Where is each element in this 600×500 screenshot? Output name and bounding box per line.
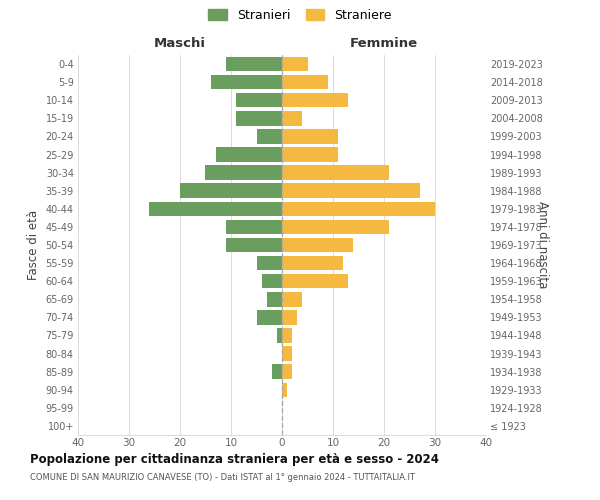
Bar [282,328,292,342]
Bar [257,129,282,144]
Bar [226,57,282,72]
Text: COMUNE DI SAN MAURIZIO CANAVESE (TO) - Dati ISTAT al 1° gennaio 2024 - TUTTAITAL: COMUNE DI SAN MAURIZIO CANAVESE (TO) - D… [30,472,415,482]
Bar [267,292,282,306]
Y-axis label: Fasce di età: Fasce di età [27,210,40,280]
Legend: Stranieri, Straniere: Stranieri, Straniere [208,8,392,22]
Bar [282,57,308,72]
Bar [282,274,349,288]
Bar [282,148,338,162]
Bar [216,148,282,162]
Bar [149,202,282,216]
Bar [236,93,282,108]
Bar [211,75,282,90]
Bar [282,75,328,90]
Bar [282,93,349,108]
Bar [282,238,353,252]
Bar [226,238,282,252]
Bar [282,382,287,397]
Bar [282,166,389,180]
Bar [257,310,282,324]
Bar [282,346,292,361]
Bar [282,256,343,270]
Bar [272,364,282,379]
Bar [180,184,282,198]
Bar [282,310,298,324]
Text: Maschi: Maschi [154,36,206,50]
Text: Femmine: Femmine [350,36,418,50]
Bar [236,111,282,126]
Bar [206,166,282,180]
Bar [282,129,338,144]
Text: Popolazione per cittadinanza straniera per età e sesso - 2024: Popolazione per cittadinanza straniera p… [30,452,439,466]
Bar [282,184,420,198]
Bar [282,202,435,216]
Bar [226,220,282,234]
Bar [282,111,302,126]
Bar [257,256,282,270]
Y-axis label: Anni di nascita: Anni di nascita [536,202,548,288]
Bar [282,220,389,234]
Bar [277,328,282,342]
Bar [282,364,292,379]
Bar [282,292,302,306]
Bar [262,274,282,288]
